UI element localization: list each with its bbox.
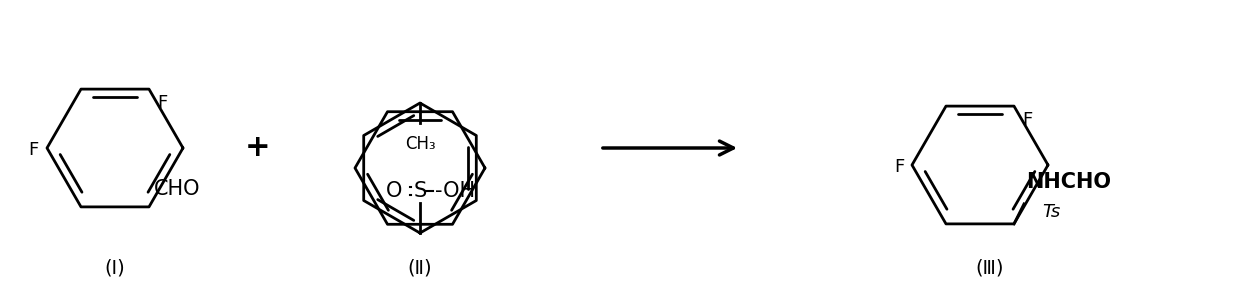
- Text: Ts: Ts: [1042, 203, 1061, 221]
- Text: F: F: [28, 141, 38, 159]
- Text: F: F: [1022, 111, 1032, 129]
- Text: NHCHO: NHCHO: [1026, 172, 1111, 192]
- Text: CHO: CHO: [154, 179, 201, 199]
- Text: F: F: [157, 94, 167, 112]
- Text: CH₃: CH₃: [405, 135, 435, 153]
- Text: (Ⅲ): (Ⅲ): [976, 258, 1005, 278]
- Text: (Ⅰ): (Ⅰ): [104, 258, 125, 278]
- Text: (Ⅱ): (Ⅱ): [408, 258, 432, 278]
- Text: S: S: [414, 181, 426, 201]
- Text: O: O: [385, 181, 401, 201]
- Text: -OH: -OH: [435, 181, 475, 201]
- Text: +: +: [245, 134, 271, 163]
- Text: F: F: [893, 158, 904, 176]
